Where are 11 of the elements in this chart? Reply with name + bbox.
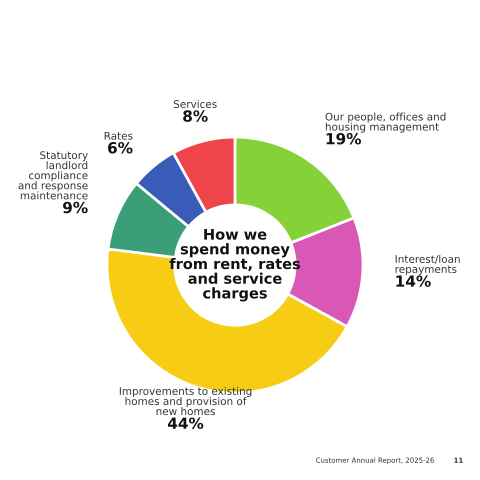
data-label: 9% [63, 202, 88, 214]
slice-label: Services [174, 100, 217, 108]
slice-label: Our people, offices and housing management [326, 112, 446, 133]
data-label: 14% [396, 275, 431, 287]
data-label: 8% [183, 110, 208, 122]
data-label: 19% [326, 132, 362, 144]
slice-label: Rates [104, 132, 133, 140]
slice-label: Statutory landlord compliance and response maintenance [18, 151, 88, 200]
slice-label: Interest/loan repayments [396, 254, 460, 276]
data-label: 6% [108, 142, 133, 154]
data-label: 44% [168, 417, 204, 429]
